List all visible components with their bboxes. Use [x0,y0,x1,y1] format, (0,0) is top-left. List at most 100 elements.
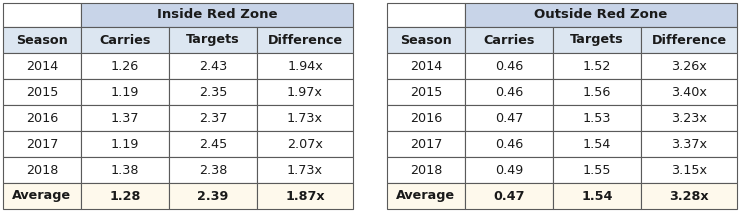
Bar [553,131,641,157]
Bar [553,79,641,105]
Text: 2.38: 2.38 [199,163,227,177]
Text: 1.38: 1.38 [111,163,139,177]
Bar [81,3,353,27]
Text: Difference: Difference [267,34,342,46]
Bar [257,53,353,79]
Text: 2015: 2015 [26,86,58,98]
Bar [641,27,737,53]
Text: 0.46: 0.46 [495,86,523,98]
Bar [257,131,353,157]
Text: 1.94x: 1.94x [287,60,323,72]
Bar [3,53,81,79]
Bar [81,53,169,79]
Bar [553,183,641,209]
Text: 1.73x: 1.73x [287,112,323,124]
Bar [257,183,353,209]
Text: Targets: Targets [570,34,623,46]
Bar [169,183,257,209]
Text: Average: Average [13,189,71,203]
Text: Difference: Difference [652,34,727,46]
Text: 1.52: 1.52 [583,60,611,72]
Text: 0.47: 0.47 [495,112,523,124]
Text: 2014: 2014 [410,60,442,72]
Bar [169,157,257,183]
Bar [387,79,465,105]
Text: 1.87x: 1.87x [285,189,325,203]
Text: 0.46: 0.46 [495,60,523,72]
Bar [169,105,257,131]
Text: 1.54: 1.54 [583,138,611,150]
Bar [641,157,737,183]
Bar [553,157,641,183]
Text: 2017: 2017 [26,138,58,150]
Bar [465,157,553,183]
Text: 1.54: 1.54 [581,189,613,203]
Bar [641,105,737,131]
Bar [257,157,353,183]
Text: 0.47: 0.47 [493,189,525,203]
Bar [387,157,465,183]
Text: Outside Red Zone: Outside Red Zone [534,9,667,22]
Bar [465,3,737,27]
Text: Inside Red Zone: Inside Red Zone [157,9,278,22]
Text: 2.07x: 2.07x [287,138,323,150]
Bar [387,3,465,27]
Bar [169,79,257,105]
Bar [465,27,553,53]
Text: 1.26: 1.26 [111,60,139,72]
Text: Season: Season [16,34,68,46]
Bar [465,53,553,79]
Bar [3,79,81,105]
Bar [465,131,553,157]
Text: 0.49: 0.49 [495,163,523,177]
Text: 3.23x: 3.23x [671,112,707,124]
Bar [465,105,553,131]
Text: 3.37x: 3.37x [671,138,707,150]
Text: 2014: 2014 [26,60,58,72]
Bar [81,27,169,53]
Bar [387,183,465,209]
Bar [257,105,353,131]
Bar [169,131,257,157]
Text: 2016: 2016 [410,112,442,124]
Text: Targets: Targets [186,34,240,46]
Text: 3.15x: 3.15x [671,163,707,177]
Bar [641,131,737,157]
Text: 2016: 2016 [26,112,58,124]
Bar [169,53,257,79]
Bar [81,131,169,157]
Text: 1.28: 1.28 [109,189,141,203]
Text: Carries: Carries [484,34,535,46]
Bar [81,157,169,183]
Text: 0.46: 0.46 [495,138,523,150]
Bar [641,53,737,79]
Text: 1.37: 1.37 [111,112,139,124]
Bar [553,53,641,79]
Bar [257,79,353,105]
Bar [257,27,353,53]
Text: 1.55: 1.55 [583,163,612,177]
Bar [3,105,81,131]
Text: 1.97x: 1.97x [287,86,323,98]
Bar [3,157,81,183]
Text: 2018: 2018 [410,163,442,177]
Text: 2018: 2018 [26,163,58,177]
Text: 2017: 2017 [410,138,442,150]
Bar [465,183,553,209]
Bar [387,105,465,131]
Text: 2.35: 2.35 [199,86,227,98]
Bar [641,183,737,209]
Bar [81,105,169,131]
Text: 2.37: 2.37 [199,112,227,124]
Text: 2.39: 2.39 [197,189,228,203]
Bar [387,131,465,157]
Text: 1.56: 1.56 [583,86,611,98]
Text: 3.40x: 3.40x [671,86,707,98]
Bar [553,105,641,131]
Text: Season: Season [400,34,452,46]
Text: 1.53: 1.53 [583,112,612,124]
Bar [553,27,641,53]
Text: Carries: Carries [99,34,151,46]
Text: Average: Average [397,189,455,203]
Bar [81,79,169,105]
